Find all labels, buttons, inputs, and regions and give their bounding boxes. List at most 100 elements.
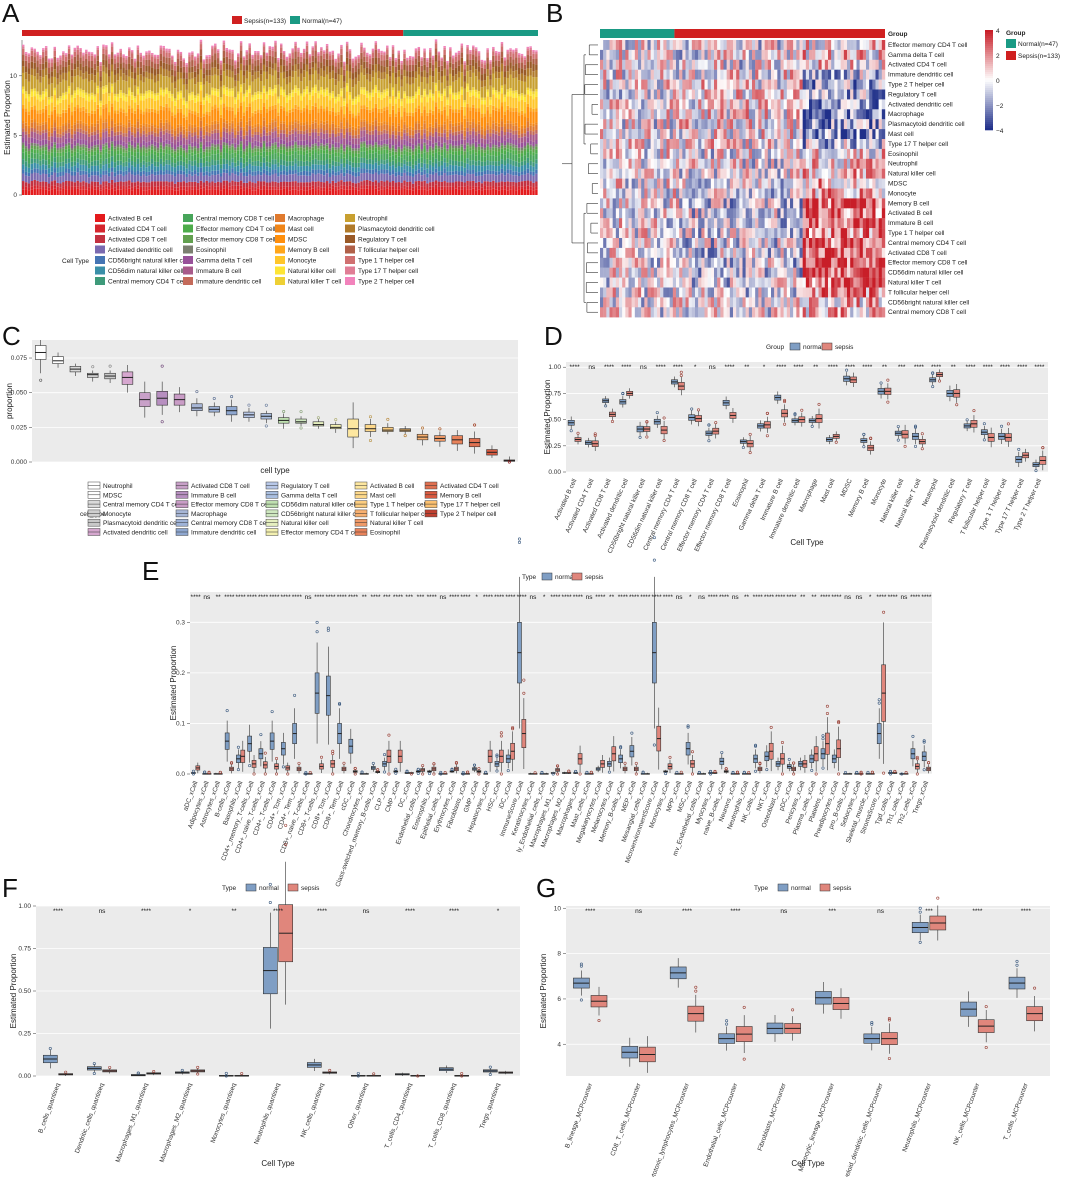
bar-segment-memory-b-cell (87, 112, 91, 116)
bar-segment-mast-cell (142, 123, 145, 126)
bar-segment-t-follicular-helper-cell (70, 63, 74, 70)
bar-segment-type-17-t-helper-cell (388, 58, 392, 61)
bar-segment-central-memory-cd8-t-cell (108, 157, 111, 164)
bar-segment-type-2-t-helper-cell (285, 56, 289, 59)
bar-segment-type-17-t-helper-cell (274, 42, 277, 46)
bar-segment-cd56bright-natural-killer-cell (56, 172, 59, 177)
bar-segment-cd56dim-natural-killer-cell (477, 165, 481, 172)
bar-segment-mast-cell (477, 121, 481, 125)
stacked-bar (248, 43, 251, 195)
bar-segment-immature-b-cell (171, 136, 174, 143)
bar-segment-central-memory-cd4-t-cell (354, 163, 357, 168)
bar-segment-immature-b-cell (420, 139, 423, 144)
bar-segment-activated-b-cell (225, 189, 228, 195)
bar-segment-regulatory-t-cell (102, 59, 105, 66)
bar-segment-neutrophil (411, 83, 415, 97)
bar-segment-cd56bright-natural-killer-cell (406, 171, 409, 176)
bar-segment-monocyte (179, 98, 183, 109)
bar-segment-effector-memory-cd4-t-cell (70, 153, 74, 157)
bar-segment-macrophage (437, 126, 441, 133)
bar-segment-regulatory-t-cell (128, 63, 131, 70)
bar-segment-immature-b-cell (314, 132, 317, 139)
bar-segment-effector-memory-cd4-t-cell (113, 151, 117, 156)
bar-segment-neutrophil (397, 76, 400, 91)
bar-segment-type-17-t-helper-cell (239, 42, 243, 46)
bar-segment-type-1-t-helper-cell (331, 54, 335, 60)
bar-segment-macrophage (59, 128, 62, 135)
bar-segment-central-memory-cd4-t-cell (194, 160, 197, 166)
bar-segment-immature-dendritic-cell (90, 132, 94, 136)
bar-segment-activated-cd4-t-cell (463, 186, 466, 191)
bar-segment-mdsc (59, 116, 62, 127)
bar-segment-gamma-delta-t-cell (345, 139, 349, 145)
bar-segment-mast-cell (452, 123, 455, 127)
bar-segment-regulatory-t-cell (380, 65, 383, 73)
bar-segment-gamma-delta-t-cell (377, 140, 380, 145)
bar-segment-macrophage (251, 128, 254, 135)
bar-segment-cd56bright-natural-killer-cell (179, 170, 183, 175)
bar-segment-memory-b-cell (271, 105, 274, 110)
bar-segment-t-follicular-helper-cell (139, 61, 142, 68)
bar-segment-immature-dendritic-cell (122, 133, 125, 137)
bar-segment-immature-b-cell (360, 130, 363, 138)
bar-segment-eosinophil (325, 143, 329, 146)
bar-segment-regulatory-t-cell (277, 71, 280, 79)
bar-segment-memory-b-cell (343, 114, 346, 118)
bar-segment-mast-cell (82, 122, 85, 126)
bar-segment-effector-memory-cd4-t-cell (452, 151, 455, 155)
bar-segment-macrophage (420, 129, 423, 136)
bar-segment-type-2-t-helper-cell (196, 53, 200, 56)
bar-segment-immature-b-cell (173, 139, 177, 145)
bar-segment-immature-b-cell (503, 135, 507, 141)
bar-segment-eosinophil (119, 144, 122, 148)
bar-segment-activated-dendritic-cell (67, 173, 71, 182)
bar-segment-natural-killer-t-cell (454, 92, 458, 96)
bar-segment-cd56bright-natural-killer-cell (509, 169, 512, 175)
bar-segment-central-memory-cd4-t-cell (431, 162, 435, 167)
bar-segment-t-follicular-helper-cell (259, 63, 263, 70)
bar-segment-type-1-t-helper-cell (62, 54, 65, 61)
bar-segment-activated-dendritic-cell (176, 173, 180, 182)
bar-segment-cd56dim-natural-killer-cell (380, 163, 383, 170)
bar-segment-gamma-delta-t-cell (254, 140, 257, 146)
bar-segment-activated-dendritic-cell (242, 175, 246, 183)
bar-segment-effector-memory-cd8-t-cell (512, 147, 515, 151)
bar-segment-cd56dim-natural-killer-cell (39, 165, 42, 171)
bar-segment-neutrophil (351, 87, 355, 99)
bar-segment-effector-memory-cd8-t-cell (119, 147, 122, 151)
bar-segment-cd56bright-natural-killer-cell (314, 169, 317, 175)
bar-segment-activated-cd4-t-cell (380, 185, 383, 190)
bar-segment-natural-killer-cell (268, 89, 271, 95)
bar-segment-t-follicular-helper-cell (185, 72, 188, 79)
bar-segment-eosinophil (33, 143, 36, 146)
bar-segment-eosinophil (234, 147, 237, 151)
bar-segment-neutrophil (314, 70, 317, 85)
bar-segment-gamma-delta-t-cell (400, 144, 403, 149)
bar-segment-mast-cell (409, 126, 412, 130)
bar-segment-neutrophil (268, 74, 271, 88)
bar-segment-effector-memory-cd8-t-cell (173, 151, 177, 155)
bar-segment-natural-killer-cell (483, 100, 486, 105)
bar-segment-neutrophil (483, 86, 486, 98)
bar-segment-cd56dim-natural-killer-cell (165, 164, 168, 171)
bar-segment-activated-cd4-t-cell (409, 186, 412, 190)
bar-segment-central-memory-cd8-t-cell (42, 153, 45, 160)
bar-segment-activated-dendritic-cell (417, 173, 421, 181)
bar-segment-memory-b-cell (406, 112, 409, 116)
bar-segment-natural-killer-cell (431, 96, 435, 101)
bar-segment-immature-b-cell (363, 130, 366, 137)
bar-segment-activated-cd8-t-cell (431, 181, 435, 187)
bar-segment-cd56dim-natural-killer-cell (228, 165, 231, 172)
stacked-bar (512, 49, 515, 195)
bar-segment-mast-cell (128, 119, 131, 123)
bar-segment-macrophage (409, 129, 412, 136)
bar-segment-gamma-delta-t-cell (288, 141, 292, 147)
bar-segment-type-17-t-helper-cell (282, 52, 286, 55)
bar-segment-immature-b-cell (125, 136, 128, 144)
bar-segment-gamma-delta-t-cell (440, 143, 443, 148)
bar-segment-effector-memory-cd8-t-cell (27, 150, 31, 155)
bar-segment-activated-cd8-t-cell (228, 182, 231, 187)
bar-segment-macrophage (82, 125, 85, 131)
bar-segment-activated-cd8-t-cell (457, 181, 461, 187)
bar-segment-type-1-t-helper-cell (397, 54, 400, 59)
